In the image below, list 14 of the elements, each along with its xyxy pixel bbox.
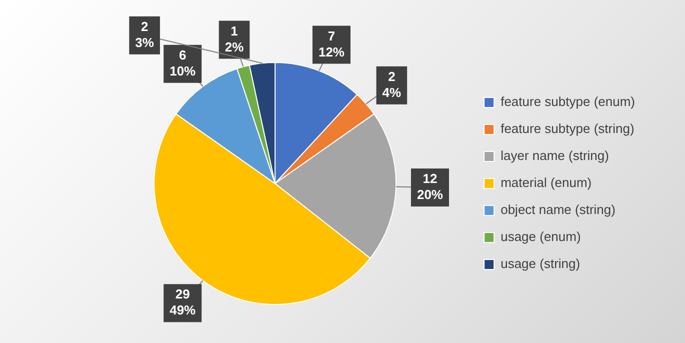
data-label: 2 4% xyxy=(382,68,402,100)
legend-label: feature subtype (string) xyxy=(500,121,634,136)
data-label: 29 49% xyxy=(170,286,196,318)
legend-label: layer name (string) xyxy=(500,148,609,164)
data-label: 1 2% xyxy=(224,23,244,54)
legend-label: usage (enum) xyxy=(500,229,581,244)
legend-label: object name (string) xyxy=(500,202,616,218)
data-label: 12 20% xyxy=(416,171,444,202)
data-label: 6 10% xyxy=(170,47,196,78)
legend-label: material (enum) xyxy=(500,175,592,190)
data-label: 2 3% xyxy=(135,18,154,50)
legend-label: usage (string) xyxy=(500,256,580,272)
data-label: 7 12% xyxy=(318,28,345,60)
legend-label: feature subtype (enum) xyxy=(500,94,635,110)
